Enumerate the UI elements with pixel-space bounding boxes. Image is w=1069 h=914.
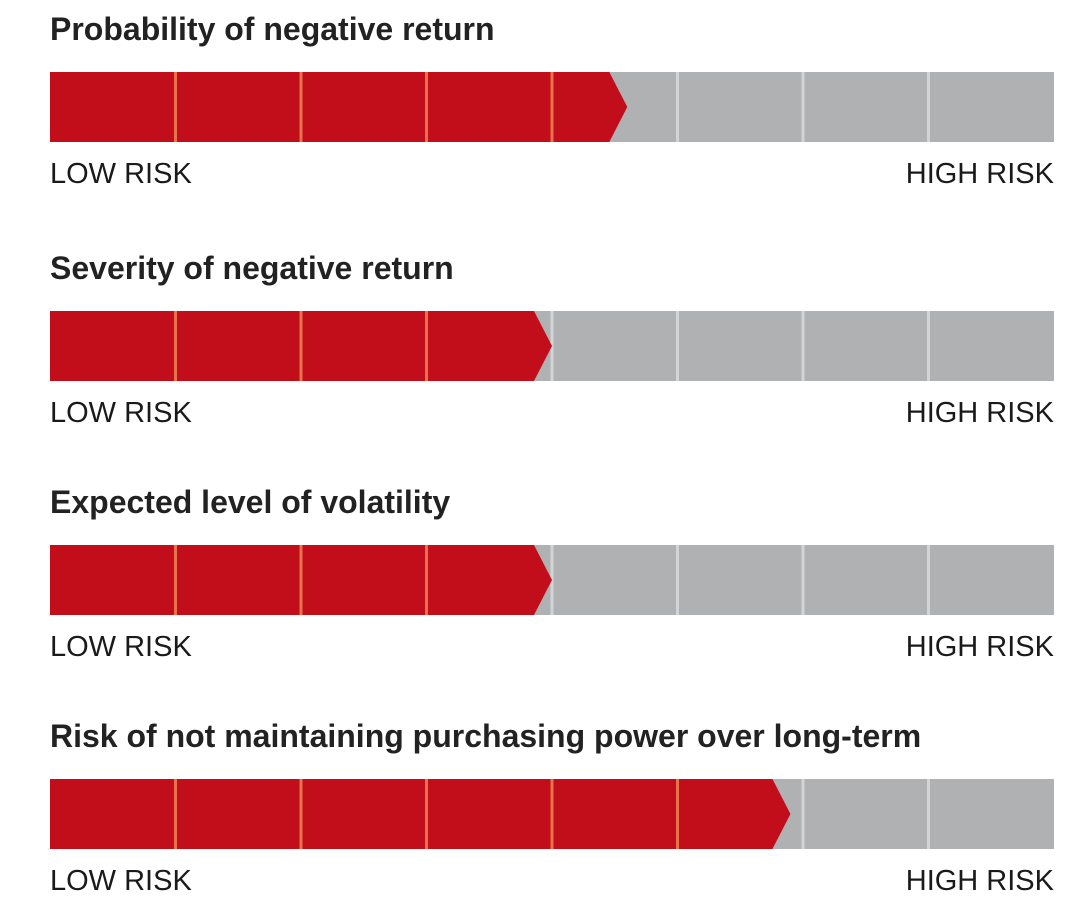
segment-divider <box>676 311 679 381</box>
high-risk-label: HIGH RISK <box>905 397 1054 429</box>
segment-divider <box>174 545 177 615</box>
segment-divider <box>174 311 177 381</box>
meter-title: Probability of negative return <box>50 11 495 47</box>
segment-divider <box>801 72 805 142</box>
low-risk-label: LOW RISK <box>50 631 192 663</box>
segment-divider <box>801 545 805 615</box>
segment-divider <box>927 779 930 849</box>
meter-title: Severity of negative return <box>50 250 454 286</box>
meter-title: Expected level of volatility <box>50 484 451 520</box>
meter-bar <box>50 779 1054 849</box>
segment-divider <box>801 311 805 381</box>
segment-divider <box>676 779 679 849</box>
meter-title: Risk of not maintaining purchasing power… <box>50 718 922 754</box>
segment-divider <box>676 72 679 142</box>
low-risk-label: LOW RISK <box>50 397 192 429</box>
meter-bar <box>50 545 1054 615</box>
segment-divider <box>425 311 428 381</box>
high-risk-label: HIGH RISK <box>905 158 1054 190</box>
segment-divider <box>425 779 428 849</box>
segment-divider <box>299 545 303 615</box>
segment-divider <box>801 779 805 849</box>
segment-divider <box>927 311 930 381</box>
risk-meter-volatility: Expected level of volatility LOW RISK HI… <box>50 483 1054 665</box>
low-risk-label: LOW RISK <box>50 158 192 190</box>
segment-divider <box>174 779 177 849</box>
low-risk-label: LOW RISK <box>50 865 192 897</box>
segment-divider <box>425 72 428 142</box>
segment-divider <box>550 779 554 849</box>
segment-divider <box>299 72 303 142</box>
segment-divider <box>299 311 303 381</box>
segment-divider <box>425 545 428 615</box>
segment-divider <box>174 72 177 142</box>
segment-divider <box>550 72 554 142</box>
meter-bar <box>50 72 1054 142</box>
segment-divider <box>676 545 679 615</box>
segment-divider <box>299 779 303 849</box>
risk-meter-probability: Probability of negative return LOW RISK … <box>50 10 1054 192</box>
risk-level-fill <box>50 72 628 142</box>
risk-level-fill <box>50 779 791 849</box>
segment-divider <box>927 72 930 142</box>
high-risk-label: HIGH RISK <box>905 865 1054 897</box>
high-risk-label: HIGH RISK <box>905 631 1054 663</box>
segment-divider <box>927 545 930 615</box>
risk-meter-severity: Severity of negative return LOW RISK HIG… <box>50 249 1054 431</box>
risk-meter-purchasing-power: Risk of not maintaining purchasing power… <box>50 717 1054 899</box>
meter-bar <box>50 311 1054 381</box>
